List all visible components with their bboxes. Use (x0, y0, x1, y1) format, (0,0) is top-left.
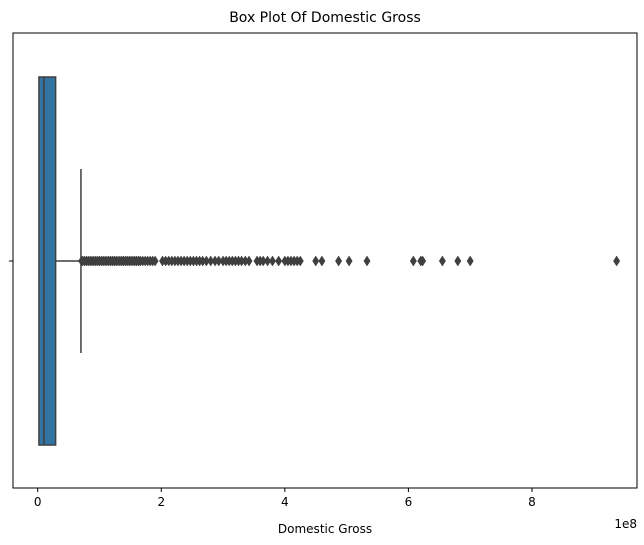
outlier-point (245, 255, 253, 267)
outlier-point (409, 255, 417, 267)
x-axis-label: Domestic Gross (278, 522, 372, 536)
x-tick-label: 8 (528, 495, 536, 509)
plot-area (38, 76, 621, 446)
outlier-point (438, 255, 446, 267)
outlier-point (268, 255, 276, 267)
outlier-point (466, 255, 474, 267)
outlier-point (363, 255, 371, 267)
outlier-point (275, 255, 283, 267)
x-tick-label: 6 (405, 495, 413, 509)
box-iqr (38, 76, 57, 446)
outlier-point (318, 255, 326, 267)
outlier-point (312, 255, 320, 267)
axis-offset-text: 1e8 (614, 517, 637, 531)
x-tick-label: 4 (281, 495, 289, 509)
x-tick-label: 0 (34, 495, 42, 509)
outlier-point (264, 255, 272, 267)
outlier-point (151, 255, 159, 267)
x-tick-label: 2 (157, 495, 165, 509)
outlier-point (345, 255, 353, 267)
chart-title: Box Plot Of Domestic Gross (229, 10, 421, 26)
outlier-point (454, 255, 462, 267)
x-axis-ticks: 0 2 4 6 8 (34, 488, 536, 509)
outlier-point (296, 255, 304, 267)
outlier-point (613, 255, 621, 267)
outlier-point (419, 255, 427, 267)
outlier-point (335, 255, 343, 267)
